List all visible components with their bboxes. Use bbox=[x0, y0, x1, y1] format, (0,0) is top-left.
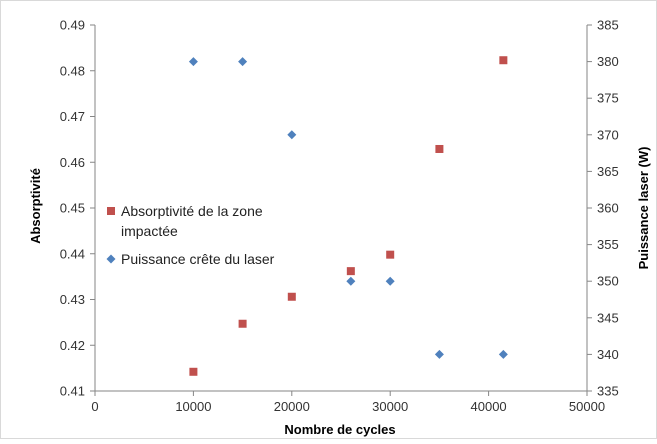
y-left-tick-label: 0.49 bbox=[60, 18, 85, 33]
y-left-tick-label: 0.45 bbox=[60, 201, 85, 216]
x-tick-label: 20000 bbox=[274, 399, 310, 414]
y-right-tick-label: 370 bbox=[597, 127, 619, 142]
y-left-tick-label: 0.42 bbox=[60, 338, 85, 353]
y-right-tick-label: 365 bbox=[597, 164, 619, 179]
legend-label: Absorptivité de la zone bbox=[121, 203, 263, 219]
absorptivity-point bbox=[386, 251, 394, 259]
y-right-tick-label: 360 bbox=[597, 201, 619, 216]
y-right-tick-label: 335 bbox=[597, 384, 619, 399]
y-left-tick-label: 0.46 bbox=[60, 155, 85, 170]
x-tick-label: 30000 bbox=[372, 399, 408, 414]
absorptivity-point bbox=[189, 368, 197, 376]
y-right-tick-label: 340 bbox=[597, 347, 619, 362]
x-tick-label: 50000 bbox=[569, 399, 605, 414]
absorptivity-point bbox=[499, 56, 507, 64]
absorptivity-point bbox=[239, 320, 247, 328]
y-left-tick-label: 0.41 bbox=[60, 384, 85, 399]
y-left-tick-label: 0.43 bbox=[60, 292, 85, 307]
y-right-tick-label: 385 bbox=[597, 18, 619, 33]
x-tick-label: 0 bbox=[91, 399, 98, 414]
y-left-tick-label: 0.48 bbox=[60, 63, 85, 78]
y-right-tick-label: 350 bbox=[597, 274, 619, 289]
legend-marker-absorptivity bbox=[107, 207, 115, 215]
y-right-tick-label: 355 bbox=[597, 237, 619, 252]
absorptivity-point bbox=[347, 267, 355, 275]
x-tick-label: 40000 bbox=[471, 399, 507, 414]
y-left-tick-label: 0.47 bbox=[60, 109, 85, 124]
absorptivity-point bbox=[435, 145, 443, 153]
legend-label: impactée bbox=[121, 223, 178, 239]
y-right-tick-label: 345 bbox=[597, 310, 619, 325]
absorptivity-point bbox=[288, 293, 296, 301]
y-right-tick-label: 375 bbox=[597, 91, 619, 106]
y-axis-left-title: Absorptivité bbox=[28, 168, 43, 244]
y-axis-right-title: Puissance laser (W) bbox=[636, 147, 651, 270]
x-tick-label: 10000 bbox=[175, 399, 211, 414]
x-axis-title: Nombre de cycles bbox=[284, 422, 395, 437]
y-left-tick-label: 0.44 bbox=[60, 246, 85, 261]
legend-label: Puissance crête du laser bbox=[121, 251, 275, 267]
y-right-tick-label: 380 bbox=[597, 54, 619, 69]
